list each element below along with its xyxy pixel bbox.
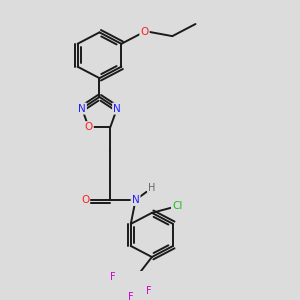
Text: N: N [132,195,140,205]
Text: F: F [146,286,152,296]
Text: N: N [78,103,86,113]
Text: O: O [85,122,93,132]
Text: F: F [128,292,134,300]
Text: O: O [81,195,89,205]
Text: F: F [110,272,116,282]
Text: N: N [113,103,121,113]
Text: Cl: Cl [172,201,182,211]
Text: H: H [148,183,156,193]
Text: O: O [140,27,148,37]
